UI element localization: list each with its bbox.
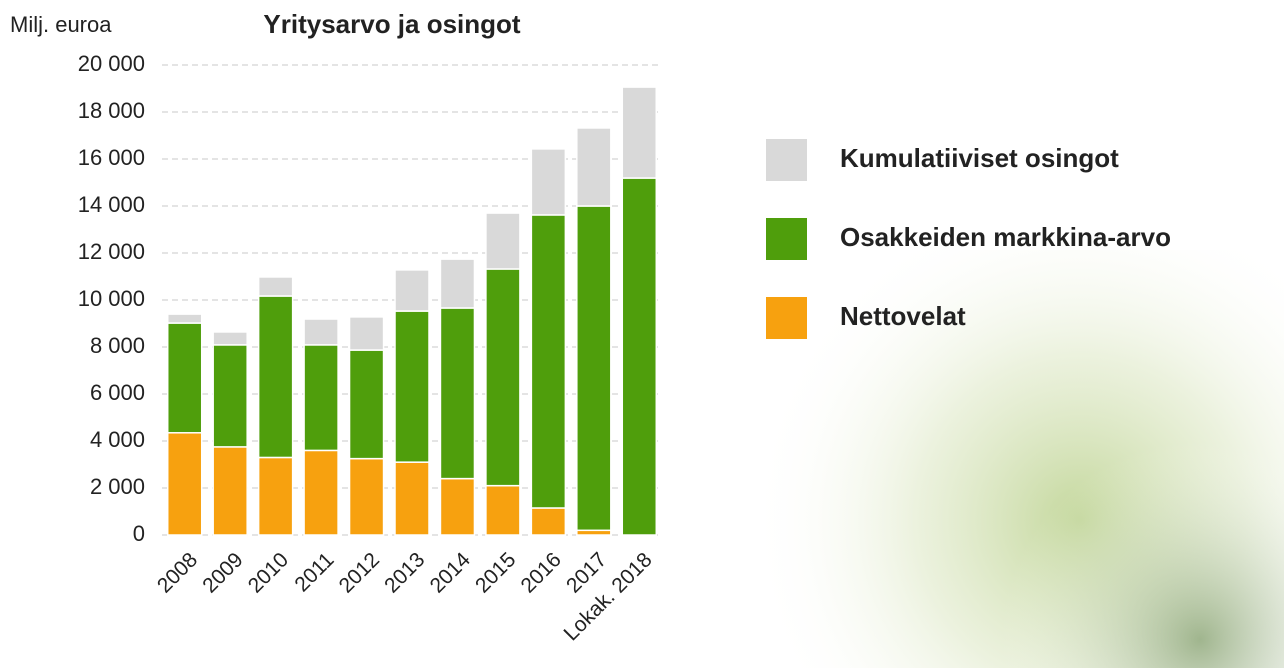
bar-segment bbox=[440, 308, 474, 479]
bar-segment bbox=[531, 508, 565, 535]
bar-segment bbox=[168, 323, 202, 433]
y-tick-label: 14 000 bbox=[78, 192, 145, 217]
x-tick-label: 2009 bbox=[198, 548, 247, 597]
bar-segment bbox=[350, 350, 384, 459]
bar-segment bbox=[213, 345, 247, 447]
bar-segment bbox=[440, 479, 474, 535]
bar-segment bbox=[168, 314, 202, 323]
bar-segment bbox=[259, 457, 293, 535]
bar-segment bbox=[440, 259, 474, 308]
y-tick-label: 10 000 bbox=[78, 286, 145, 311]
bar-segment bbox=[622, 87, 656, 178]
legend-label: Kumulatiiviset osingot bbox=[840, 143, 1119, 173]
bar-segment bbox=[577, 128, 611, 206]
y-tick-label: 6 000 bbox=[90, 380, 145, 405]
x-tick-label: 2016 bbox=[517, 548, 566, 597]
bar-segment bbox=[531, 215, 565, 508]
legend-swatch bbox=[766, 218, 807, 260]
legend-label: Osakkeiden markkina-arvo bbox=[840, 222, 1171, 252]
x-tick-label: 2014 bbox=[426, 548, 476, 598]
y-tick-label: 8 000 bbox=[90, 333, 145, 358]
bar-segment bbox=[531, 149, 565, 215]
chart: Milj. euroa Yritysarvo ja osingot 0 2 000… bbox=[0, 0, 1284, 668]
bar-segment bbox=[486, 269, 520, 486]
background-image bbox=[900, 420, 1284, 668]
bar-segment bbox=[213, 332, 247, 345]
x-tick-label: 2008 bbox=[153, 548, 202, 597]
bar-segment bbox=[168, 433, 202, 535]
y-tick-label: 2 000 bbox=[90, 474, 145, 499]
x-tick-label: 2010 bbox=[244, 548, 293, 597]
x-tick-label: 2013 bbox=[380, 548, 429, 597]
bar-segment bbox=[259, 296, 293, 457]
bar-segment bbox=[350, 459, 384, 535]
bar-segment bbox=[486, 213, 520, 269]
x-tick-label: 2011 bbox=[290, 548, 338, 596]
y-tick-label: 20 000 bbox=[78, 51, 145, 76]
bar-segment bbox=[350, 317, 384, 350]
bar-segment bbox=[395, 462, 429, 535]
bar-segment bbox=[213, 447, 247, 535]
y-tick-label: 12 000 bbox=[78, 239, 145, 264]
x-tick-label: 2015 bbox=[471, 548, 520, 597]
bar-segment bbox=[259, 277, 293, 296]
chart-title: Yritysarvo ja osingot bbox=[263, 9, 521, 39]
legend-swatch bbox=[766, 139, 807, 181]
bar-segment bbox=[486, 486, 520, 535]
y-tick-label: 4 000 bbox=[90, 427, 145, 452]
bar-segment bbox=[304, 450, 338, 535]
bar-segment bbox=[304, 345, 338, 451]
y-tick-label: 16 000 bbox=[78, 145, 145, 170]
bar-segment bbox=[622, 178, 656, 535]
x-tick-label: 2012 bbox=[335, 548, 384, 597]
y-tick-label: 0 bbox=[133, 521, 145, 546]
bar-segment bbox=[395, 270, 429, 311]
bar-segment bbox=[395, 311, 429, 462]
bar-segment bbox=[304, 319, 338, 345]
y-tick-label: 18 000 bbox=[78, 98, 145, 123]
legend-swatch bbox=[766, 297, 807, 339]
bar-segment bbox=[577, 206, 611, 530]
legend-label: Nettovelat bbox=[840, 301, 966, 331]
y-axis-label: Milj. euroa bbox=[10, 12, 112, 37]
